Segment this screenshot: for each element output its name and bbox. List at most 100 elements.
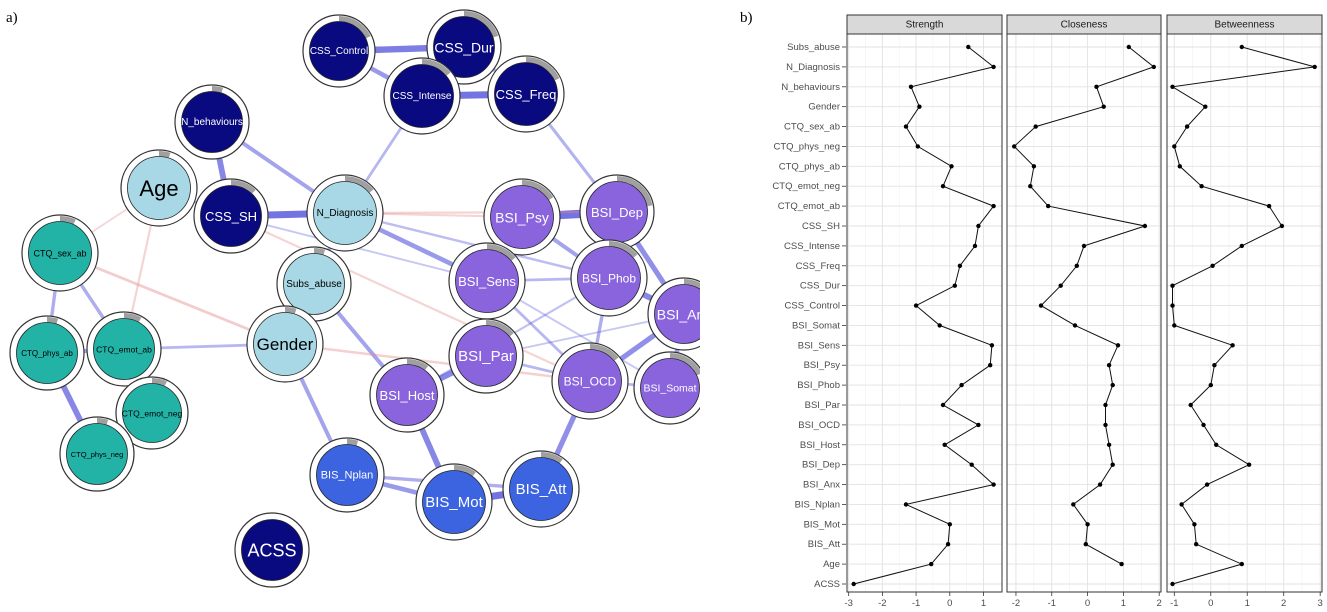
node-label-css-sh: CSS_SH [205,209,257,224]
facet-betweenness: -1 0 1 2 3 Betweenness [1166,14,1323,609]
node-subs-abuse: Subs_abuse [276,246,352,322]
centrality-panel: b) Subs_abuse N_Diagnosis N_behaviours Gend… [740,10,1323,609]
edge-gender-bsi-ocd [283,342,592,383]
node-label-bis-nplan: BIS_Nplan [321,470,374,482]
point-betweenness-css-dur [1170,283,1175,288]
point-betweenness-bsi-psy [1212,363,1217,368]
node-ctq-sex-ab: CTQ_sex_ab [21,214,99,292]
node-label-bsi-anx: BSI_Anx [657,307,700,323]
point-closeness-css-control [1038,303,1044,308]
centrality-plot: Subs_abuse N_Diagnosis N_behaviours Gender C… [772,14,1323,609]
point-betweenness-ctq-phys-ab [1177,164,1182,169]
node-ctq-phys-ab: CTQ_phys_ab [9,315,85,391]
y-tick-bsi-host: BSI_Host [800,440,840,451]
node-css-dur: CSS_Dur [426,9,502,85]
point-closeness-css-freq [1074,263,1079,268]
node-bsi-anx: BSI_Anx [647,277,700,351]
y-tick-n-behaviours: N_behaviours [781,82,840,93]
point-closeness-css-dur [1058,283,1063,288]
point-strength-ctq-sex-ab [903,124,909,129]
y-tick-ctq-phys-ab: CTQ_phys_ab [779,161,840,172]
y-tick-ctq-emot-neg: CTQ_emot_neg [772,181,840,192]
node-label-css-dur: CSS_Dur [434,40,493,56]
node-label-bis-att: BIS_Att [516,481,568,498]
node-label-bsi-somat: BSI_Somat [643,383,696,395]
series-line-strength [853,46,995,585]
point-betweenness-bsi-phob [1208,382,1213,388]
point-closeness-bsi-psy [1106,363,1112,368]
x-tick-strength-2: -1 [912,598,920,609]
point-strength-css-freq [957,263,963,268]
point-strength-ctq-phys-neg [915,144,920,149]
x-tick-closeness-0: -2 [1012,598,1020,609]
node-label-ctq-phys-neg: CTQ_phys_neg [71,450,124,459]
y-tick-css-control: CSS_Control [785,301,840,312]
y-tick-bsi-ocd: BSI_OCD [798,420,840,431]
point-closeness-bsi-phob [1110,382,1115,388]
x-tick-strength-0: -3 [844,598,852,609]
node-label-bsi-host: BSI_Host [380,388,435,403]
point-betweenness-bis-nplan [1179,502,1184,507]
point-closeness-bis-mot [1085,522,1090,527]
x-tick-betweenness-0: -1 [1170,598,1178,609]
point-closeness-ctq-phys-ab [1031,164,1037,169]
node-bsi-psy: BSI_Psy [483,178,561,256]
x-tick-strength-3: 0 [947,598,952,609]
y-tick-bsi-phob: BSI_Phob [797,380,840,391]
node-label-ctq-sex-ab: CTQ_sex_ab [33,249,86,259]
node-age: Age [120,149,198,227]
point-betweenness-bis-att [1194,542,1199,547]
point-strength-css-sh [976,223,981,229]
y-tick-gender: Gender [808,102,840,113]
point-closeness-n-diagnosis [1151,64,1156,70]
node-css-freq: CSS_Freq [487,55,565,133]
point-strength-bsi-ocd [976,422,981,428]
panel-label-a: a) [6,10,18,26]
x-tick-closeness-3: 1 [1121,598,1126,609]
point-strength-subs-abuse [966,44,971,50]
node-label-css-freq: CSS_Freq [496,87,557,102]
node-ctq-emot-ab: CTQ_emot_ab [86,311,162,387]
node-gender: Gender [246,305,324,383]
point-betweenness-css-sh [1279,223,1285,229]
point-betweenness-ctq-phys-neg [1172,144,1177,149]
y-tick-n-diagnosis: N_Diagnosis [786,62,840,73]
y-tick-css-sh: CSS_SH [802,221,840,232]
node-label-gender: Gender [257,335,314,354]
point-closeness-subs-abuse [1126,44,1131,50]
point-strength-bsi-psy [988,363,993,368]
node-n-behaviours: N_behaviours [174,84,250,160]
y-tick-ctq-phys-neg: CTQ_phys_neg [773,141,840,152]
node-label-n-behaviours: N_behaviours [181,117,243,128]
point-betweenness-bsi-somat [1172,323,1177,328]
facet-strength: -3 -2 -1 0 1 Strength [844,14,1003,609]
node-label-css-control: CSS_Control [310,46,368,57]
point-betweenness-ctq-sex-ab [1184,124,1190,129]
point-betweenness-ctq-emot-ab [1266,203,1272,209]
node-ctq-phys-neg: CTQ_phys_neg [59,416,135,492]
node-label-acss: ACSS [247,541,296,561]
point-closeness-bsi-par [1103,402,1108,408]
point-betweenness-bsi-anx [1204,482,1210,487]
x-tick-betweenness-3: 2 [1281,598,1286,609]
edge-css-sh-bsi-ocd [229,214,592,383]
y-tick-bis-nplan: BIS_Nplan [795,499,840,510]
network-panel: a) CSS_Control CSS_Dur CSS_Intense CSS_Freq… [6,9,700,588]
node-label-bsi-par: BSI_Par [458,348,514,365]
node-label-css-intense: CSS_Intense [393,91,452,102]
point-betweenness-bsi-host [1214,442,1219,447]
network-nodes: CSS_Control CSS_Dur CSS_Intense CSS_Freq N_b… [9,9,700,588]
node-label-subs-abuse: Subs_abuse [286,279,342,290]
point-strength-css-control [913,303,919,308]
point-betweenness-bsi-par [1188,402,1193,408]
node-label-ctq-emot-neg: CTQ_emot_neg [122,409,183,419]
y-tick-bsi-par: BSI_Par [805,400,840,411]
node-css-control: CSS_Control [302,14,376,88]
y-tick-css-freq: CSS_Freq [796,261,840,272]
point-closeness-age [1119,561,1124,567]
y-tick-ctq-emot-ab: CTQ_emot_ab [778,201,840,212]
point-closeness-bsi-host [1106,442,1112,447]
point-closeness-ctq-phys-neg [1012,144,1017,149]
x-tick-betweenness-4: 3 [1318,598,1323,609]
y-tick-css-dur: CSS_Dur [800,281,840,292]
